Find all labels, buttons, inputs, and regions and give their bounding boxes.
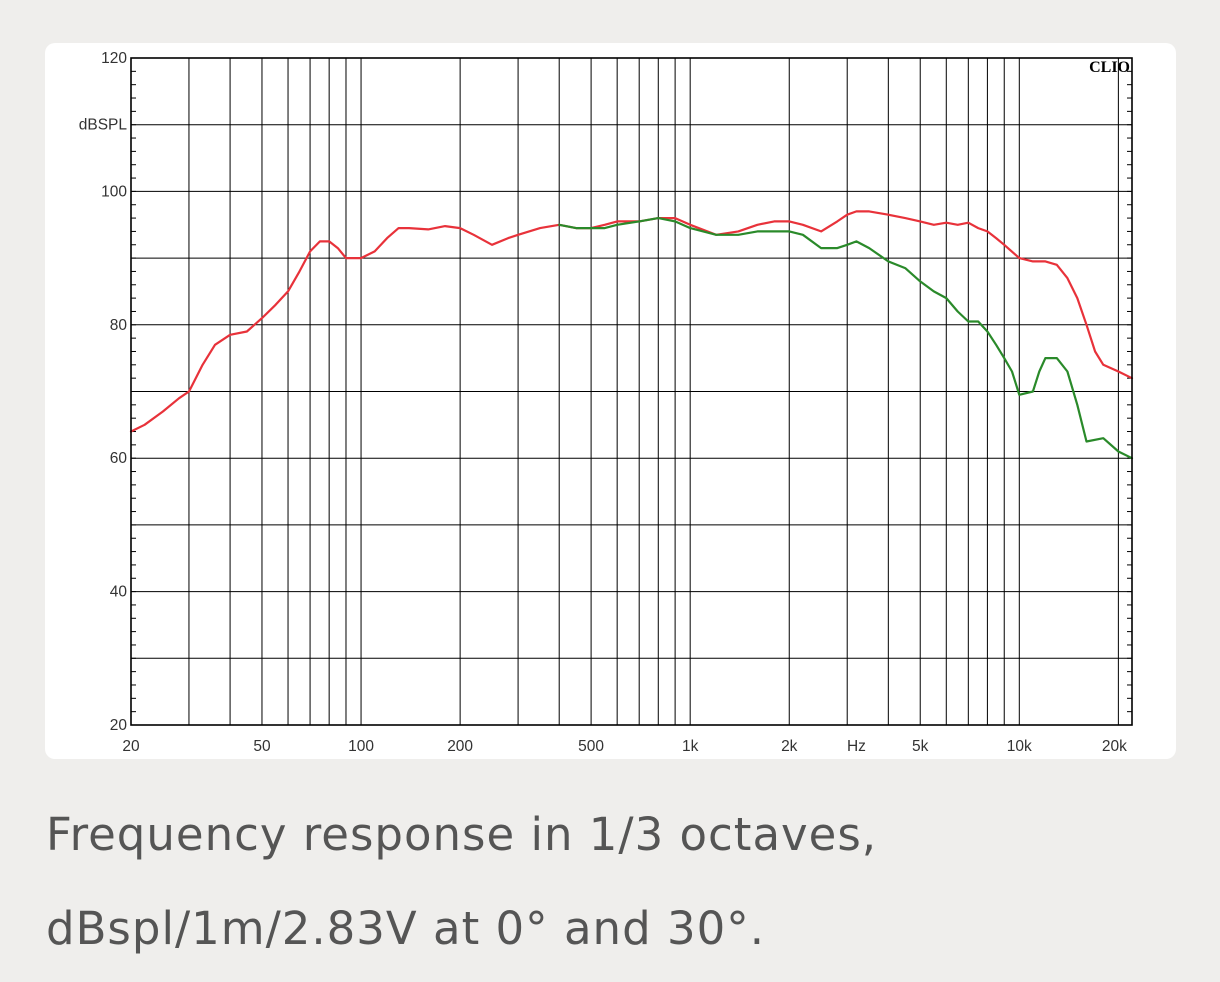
caption-line-1: Frequency response in 1/3 octaves, [46, 808, 878, 861]
chart-card: 120 100 80 60 40 20 20 50 100 200 500 1k 2k 5k 10k 20k… [45, 43, 1176, 759]
x-tick-label: 20 [122, 738, 140, 755]
frequency-response-chart: 120 100 80 60 40 20 20 50 100 200 500 1k 2k 5k 10k 20k… [79, 50, 1134, 755]
plot-frame [130, 57, 1133, 726]
x-tick-label: 100 [348, 738, 374, 755]
y-unit-label: dBSPL [79, 117, 128, 134]
x-tick-label: 10k [1007, 738, 1032, 755]
y-tick-label: 40 [110, 584, 128, 601]
y-tick-label: 80 [110, 317, 128, 334]
x-unit-label: Hz [847, 738, 866, 755]
series-line-1 [129, 210, 1134, 433]
x-tick-label: 2k [781, 738, 798, 755]
brand-label: CLIO [1089, 59, 1130, 76]
x-tick-label: 500 [578, 738, 604, 755]
x-tick-label: 200 [447, 738, 473, 755]
y-tick-label: 60 [110, 450, 128, 467]
caption-line-2: dBspl/1m/2.83V at 0° and 30°. [46, 902, 766, 955]
x-tick-label: 20k [1102, 738, 1127, 755]
series [129, 210, 1134, 460]
y-tick-label: 20 [110, 717, 128, 734]
x-tick-label: 1k [682, 738, 699, 755]
series-line-2 [558, 217, 1134, 460]
y-tick-label: 120 [101, 50, 127, 67]
x-axis-ticks: 20 50 100 200 500 1k 2k 5k 10k 20k [122, 738, 1127, 755]
x-tick-label: 5k [912, 738, 929, 755]
y-axis-ticks: 120 100 80 60 40 20 [101, 50, 127, 734]
x-tick-label: 50 [253, 738, 271, 755]
y-tick-label: 100 [101, 183, 127, 200]
grid [131, 58, 1132, 725]
